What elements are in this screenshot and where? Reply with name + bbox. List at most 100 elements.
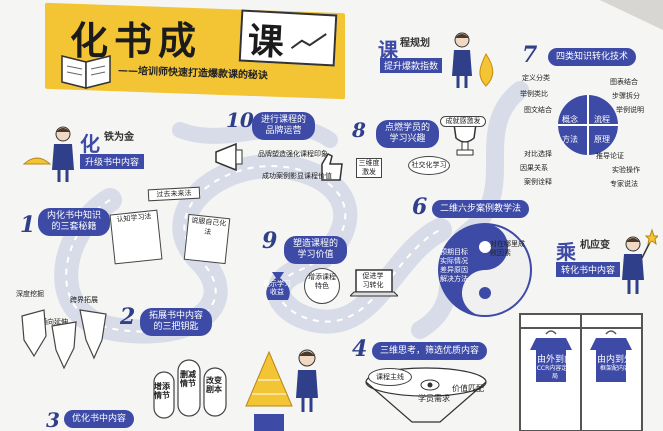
s8-social-note: 社交化学习 xyxy=(408,156,450,175)
hua-banner-line2: 升级书中内容 xyxy=(80,154,145,169)
s6-gap: 差异原因 xyxy=(440,266,468,274)
s6-reality: 实际情况 xyxy=(440,257,468,265)
s9-gain-note: 展示学习收益 xyxy=(263,280,291,296)
megaphone-icon xyxy=(215,142,243,172)
four-quadrant-diagram xyxy=(558,95,618,155)
section-9-number: 9 xyxy=(262,228,278,254)
title-char-1: 化 xyxy=(70,18,115,63)
s3-delete-note: 删减情节 xyxy=(180,370,196,388)
hua-banner-big: 化 xyxy=(80,132,100,156)
course-planning-line1: 程规划 xyxy=(400,38,430,49)
title-char-2: 书 xyxy=(114,18,159,63)
section-8-line1: 点燃学员的 xyxy=(385,123,431,133)
s4-main-note: 课程主线 xyxy=(368,368,412,386)
quadrant-process: 流程 xyxy=(594,115,610,124)
section-7-label: 四类知识转化技术 xyxy=(548,48,637,66)
s8-three-note: 三维度激发 xyxy=(356,158,382,178)
wardrobe-left-sub: CCR内容定格局 xyxy=(536,365,574,380)
s7-br-1: 推导论证 xyxy=(596,152,624,160)
s6-center-note: 对在哪里成败因素 xyxy=(490,240,525,257)
quadrant-principle: 原理 xyxy=(594,135,610,144)
section-9-line2: 学习价值 xyxy=(297,250,334,260)
sheng-banner-big: 乘 xyxy=(556,240,576,264)
keys-icon xyxy=(21,309,107,370)
section-1-line1: 内化书中知识 xyxy=(47,211,102,221)
section-2-number: 2 xyxy=(120,304,136,330)
trophy-icon xyxy=(453,123,477,156)
section-4-label: 三维思考，筛选优质内容 xyxy=(372,342,488,360)
section-2-line2: 的三把钥匙 xyxy=(153,322,199,332)
trainer-figure-wand-icon xyxy=(622,228,658,294)
trainer-figure-bottom-icon xyxy=(296,349,318,412)
s3-add-note: 增添情节 xyxy=(154,382,170,400)
sheng-banner-line1: 机应变 xyxy=(580,240,610,251)
course-planning: 课 程规划 提升爆款指数 xyxy=(378,34,454,74)
section-1-label: 内化书中知识 的三套秘籍 xyxy=(38,208,111,236)
s7-tl-2: 举例类比 xyxy=(520,90,548,98)
sheng-banner-line2: 转化书中内容 xyxy=(556,262,621,277)
section-8-line2: 学习兴趣 xyxy=(389,134,426,144)
section-10-line2: 品牌运营 xyxy=(265,126,302,136)
s7-tr-2: 步骤拆分 xyxy=(612,92,640,100)
quadrant-method: 方法 xyxy=(562,135,578,144)
s10-success-note: 成功案例影显课程价值 xyxy=(262,172,332,180)
s4-value-note: 价值匹配 xyxy=(452,384,484,393)
title-char-3: 成 xyxy=(158,18,203,63)
section-6-number: 6 xyxy=(412,194,428,220)
section-10-label: 进行课程的 品牌运营 xyxy=(252,112,316,140)
eye-icon xyxy=(420,379,440,391)
quadrant-concept: 概念 xyxy=(562,115,578,124)
wardrobe-diagram xyxy=(519,313,643,431)
section-1-line2: 的三套秘籍 xyxy=(51,222,97,232)
s7-tr-1: 图表结合 xyxy=(610,78,638,86)
laptop-icon xyxy=(350,269,398,297)
section-3-number: 3 xyxy=(46,408,60,431)
s7-bl-1: 对比选择 xyxy=(524,150,552,158)
title-chars: 化书成 xyxy=(70,10,202,65)
section-2-line1: 拓展书中内容 xyxy=(149,311,204,321)
s6-left-notes: 预期目标 实际情况 差异原因 解决方法 xyxy=(440,248,468,284)
s7-tl-3: 图文结合 xyxy=(524,106,552,114)
course-planning-big: 课 xyxy=(378,38,398,62)
s7-bl-3: 案例诠释 xyxy=(524,178,552,186)
s7-tl-1: 定义分类 xyxy=(522,74,550,82)
bottom-sign-block xyxy=(254,414,284,431)
s7-br-2: 实验操作 xyxy=(612,166,640,174)
s8-achieve-note: 成就感激发 xyxy=(440,116,486,127)
thumbs-up-icon xyxy=(321,153,343,181)
section-3-label: 优化书中内容 xyxy=(64,410,135,428)
s7-tr-3: 举例说明 xyxy=(616,106,644,114)
s3-change-note: 改变剧本 xyxy=(206,376,222,394)
hand-fingers-icon xyxy=(153,359,227,419)
section-9-line1: 塑造课程的 xyxy=(293,239,339,249)
section-8-label: 点燃学员的 学习兴趣 xyxy=(376,120,440,148)
pyramid-icon xyxy=(245,350,293,407)
s7-br-3: 专家说法 xyxy=(610,180,638,188)
s2-deep-note: 深度挖掘 xyxy=(16,290,44,298)
s2-cross-note: 跨界拓展 xyxy=(70,296,98,304)
wardrobe-right: 由内到外 框架配内容 xyxy=(594,352,636,373)
s1-recognize-note: 认知学习法 xyxy=(109,209,163,265)
flame-icon xyxy=(479,53,494,87)
wardrobe-left: 由外到内 CCR内容定格局 xyxy=(534,352,576,381)
gold-ingot-icon xyxy=(22,157,52,165)
yin-yang-diagram xyxy=(438,223,532,317)
section-9-label: 塑造课程的 学习价值 xyxy=(284,236,348,264)
chart-up-icon xyxy=(290,33,327,50)
s6-solve: 解决方法 xyxy=(440,275,468,283)
section-6-label: 二维六步案例教学法 xyxy=(432,200,530,218)
section-8-number: 8 xyxy=(352,118,366,142)
trainer-figure-left-icon xyxy=(52,126,74,182)
s10-brand-note: 品牌塑造强化课程印象 xyxy=(258,150,328,159)
section-2-label: 拓展书中内容 的三把钥匙 xyxy=(140,308,213,336)
s9-promote-note: 促进学习转化 xyxy=(362,272,384,289)
hua-banner-line1: 铁为金 xyxy=(104,132,134,143)
s2-horizontal-note: 横向延伸 xyxy=(40,318,68,326)
section-7-number: 7 xyxy=(522,42,538,68)
s9-enhance-note: 增添课程特色 xyxy=(304,268,340,304)
section-1-number: 1 xyxy=(20,212,36,238)
wardrobe-left-title: 由外到内 xyxy=(536,355,573,365)
section-10-number: 10 xyxy=(226,108,254,132)
s6-goal: 预期目标 xyxy=(440,248,468,256)
